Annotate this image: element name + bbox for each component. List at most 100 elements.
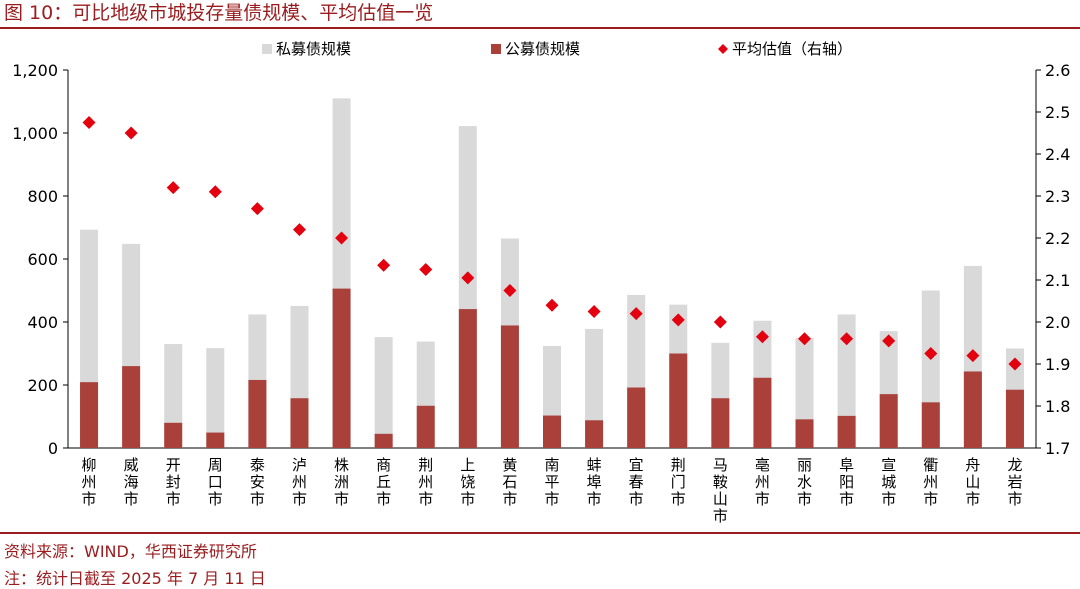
right-tick-label: 2.0: [1045, 313, 1070, 332]
valuation-marker: [166, 181, 180, 195]
public-bond-bar: [795, 419, 814, 448]
valuation-marker: [292, 223, 306, 237]
category-label: 丽水市: [797, 456, 812, 508]
public-bond-bar: [164, 422, 183, 448]
category-label: 宣城市: [881, 456, 896, 508]
public-bond-bar: [248, 379, 267, 448]
right-tick-label: 2.1: [1045, 271, 1070, 290]
right-tick-label: 2.2: [1045, 229, 1070, 248]
chart: 私募债规模 公募债规模 平均估值（右轴） 0 200 400 600 800 1,000 1,2…: [12, 40, 1070, 525]
right-tick-label: 2.6: [1045, 61, 1070, 80]
right-tick-label: 1.9: [1045, 355, 1070, 374]
valuation-marker: [713, 315, 727, 329]
right-tick-label: 2.5: [1045, 103, 1070, 122]
category-label: 柳州市: [82, 456, 97, 508]
public-bond-bar: [332, 288, 351, 448]
valuation-marker: [924, 347, 938, 360]
footer-rule: [0, 532, 1080, 534]
category-label: 泰安市: [250, 456, 265, 508]
public-bond-bar: [500, 325, 519, 448]
public-bond-bar: [879, 394, 898, 448]
private-bond-bar: [206, 348, 225, 448]
public-bond-bar: [543, 415, 561, 448]
valuation-marker: [587, 305, 601, 318]
category-label: 舟山市: [965, 456, 980, 508]
category-label: 亳州市: [755, 456, 770, 508]
category-label: 宜春市: [629, 456, 644, 508]
public-bond-bar: [1005, 389, 1024, 448]
private-bond-bar: [374, 337, 393, 448]
valuation-marker: [1008, 357, 1022, 371]
legend-private-swatch: [262, 44, 272, 54]
valuation-marker: [419, 263, 433, 276]
right-tick-label: 2.4: [1045, 145, 1070, 164]
valuation-marker: [461, 271, 475, 285]
category-label: 荆门市: [671, 456, 686, 508]
valuation-marker: [335, 231, 349, 245]
private-bond-bar: [585, 328, 604, 448]
category-labels: 柳州市 威海市 开封市 周口市 泰安市 泸州市 株洲市 商丘市 荆州市 上饶市 黄石市 南平市 蚌埠市 宜…: [82, 456, 1023, 525]
date-note: 注：统计日截至 2025 年 7 月 11 日: [4, 569, 266, 588]
private-bond-bar: [837, 314, 856, 448]
axes: 0 200 400 600 800 1,000 1,200 1.7 1.8 1.9 2.0 2.1 2.…: [12, 61, 1070, 458]
valuation-marker: [966, 349, 980, 363]
public-bond-bar: [122, 366, 141, 448]
valuation-marker: [124, 126, 138, 140]
valuation-marker: [250, 202, 264, 216]
category-label: 泸州市: [292, 456, 307, 508]
left-tick-label: 400: [27, 313, 58, 332]
category-label: 衢州市: [923, 456, 938, 508]
legend-private-label: 私募债规模: [276, 40, 351, 58]
bars: [80, 98, 1024, 448]
title-rule: [0, 27, 1080, 29]
valuation-marker: [671, 313, 685, 327]
figure-title: 图 10：可比地级市城投存量债规模、平均估值一览: [4, 2, 434, 24]
category-label: 南平市: [544, 456, 559, 508]
public-bond-bar: [416, 405, 435, 448]
category-label: 荆州市: [418, 456, 433, 508]
right-tick-label: 1.7: [1045, 439, 1070, 458]
valuation-marker: [503, 284, 517, 297]
legend-public-label: 公募债规模: [505, 40, 580, 58]
right-tick-label: 2.3: [1045, 187, 1070, 206]
category-label: 株洲市: [334, 456, 349, 508]
left-tick-label: 200: [27, 376, 58, 395]
public-bond-bar: [837, 415, 856, 448]
left-tick-label: 0: [48, 439, 58, 458]
legend-valuation-swatch: [718, 44, 728, 54]
category-label: 开封市: [166, 456, 181, 508]
category-label: 商丘市: [376, 456, 391, 508]
valuation-marker: [629, 307, 643, 321]
private-bond-bar: [164, 344, 183, 448]
category-label: 上饶市: [460, 456, 475, 508]
public-bond-bar: [669, 353, 688, 448]
left-tick-label: 1,200: [12, 61, 58, 80]
valuation-marker: [377, 258, 391, 272]
category-label: 蚌埠市: [587, 456, 602, 508]
public-bond-bar: [711, 398, 730, 448]
public-bond-bar: [374, 433, 393, 448]
legend-valuation-label: 平均估值（右轴）: [732, 40, 852, 58]
valuation-marker: [82, 116, 96, 129]
source-note: 资料来源：WIND，华西证券研究所: [4, 542, 257, 561]
legend: 私募债规模 公募债规模 平均估值（右轴）: [262, 40, 852, 58]
category-label: 威海市: [124, 456, 139, 508]
category-label: 马鞍山市: [713, 456, 728, 525]
public-bond-bar: [585, 420, 604, 448]
valuation-marker: [755, 330, 769, 344]
left-tick-label: 800: [27, 187, 58, 206]
public-bond-bar: [458, 309, 477, 448]
public-bond-bar: [80, 382, 99, 448]
category-label: 周口市: [208, 456, 223, 508]
valuation-marker: [798, 332, 812, 346]
public-bond-bar: [921, 402, 940, 448]
category-label: 龙岩市: [1007, 456, 1022, 508]
valuation-marker: [208, 185, 222, 199]
valuation-marker: [545, 298, 559, 312]
public-bond-bar: [290, 398, 309, 448]
markers: [82, 116, 1022, 371]
left-tick-label: 600: [27, 250, 58, 269]
category-label: 黄石市: [502, 456, 517, 508]
public-bond-bar: [627, 387, 646, 448]
legend-public-swatch: [491, 44, 501, 54]
